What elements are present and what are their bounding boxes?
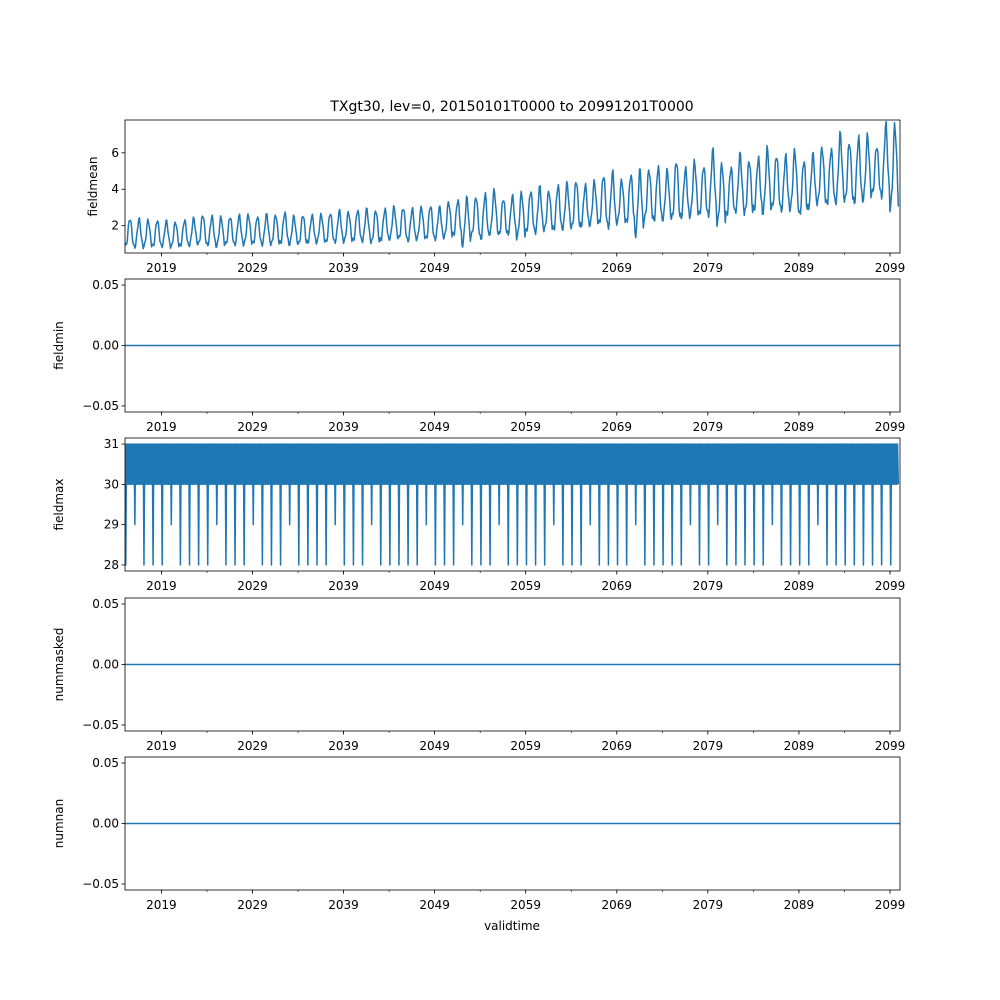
fieldmax-xtick-label: 2049 xyxy=(419,579,450,593)
nummasked-xtick-label: 2069 xyxy=(602,739,633,753)
nummasked-xtick-label: 2039 xyxy=(328,739,359,753)
subplot-fieldmax: 28 29 30 31 2019 2029 2039 2049 2059 2069 2079 2089… xyxy=(52,437,905,593)
nummasked-ylabel: nummasked xyxy=(52,628,66,702)
nummasked-xtick-label: 2089 xyxy=(784,739,815,753)
nummasked-xtick-label: 2059 xyxy=(510,739,541,753)
fieldmin-ytick-label: 0.00 xyxy=(92,339,119,353)
fieldmax-ytick-label: 29 xyxy=(104,518,119,532)
numnan-ytick-label: 0.00 xyxy=(92,817,119,831)
fieldmean-xtick-label: 2019 xyxy=(146,261,177,275)
fieldmin-xtick-label: 2089 xyxy=(784,420,815,434)
fieldmax-xtick-label: 2029 xyxy=(237,579,268,593)
numnan-xtick-label: 2079 xyxy=(693,898,724,912)
numnan-ytick-label: 0.05 xyxy=(92,756,119,770)
subplot-numnan: −0.05 0.00 0.05 2019 2029 2039 2049 2059 2069 207… xyxy=(52,756,905,912)
nummasked-ytick-label: 0.00 xyxy=(92,658,119,672)
fieldmin-ylabel: fieldmin xyxy=(52,321,66,370)
numnan-xtick-label: 2099 xyxy=(875,898,906,912)
figure-title: TXgt30, lev=0, 20150101T0000 to 20991201… xyxy=(329,99,693,115)
fieldmax-xtick-label: 2059 xyxy=(510,579,541,593)
fieldmean-xtick-label: 2079 xyxy=(693,261,724,275)
fieldmean-xtick-label: 2089 xyxy=(784,261,815,275)
fieldmin-xtick-label: 2029 xyxy=(237,420,268,434)
nummasked-xtick-label: 2099 xyxy=(875,739,906,753)
fieldmax-series-line xyxy=(125,443,900,566)
fieldmax-ytick-label: 28 xyxy=(104,558,119,572)
nummasked-xtick-label: 2019 xyxy=(146,739,177,753)
numnan-ytick-label: −0.05 xyxy=(82,877,119,891)
fieldmax-xtick-label: 2019 xyxy=(146,579,177,593)
fieldmin-xtick-label: 2039 xyxy=(328,420,359,434)
numnan-xtick-label: 2089 xyxy=(784,898,815,912)
fieldmin-xtick-label: 2079 xyxy=(693,420,724,434)
subplot-fieldmean: 2 4 6 2019 2029 2039 2049 2059 2069 2079 2089 2099 f… xyxy=(86,119,906,275)
fieldmax-xtick-label: 2079 xyxy=(693,579,724,593)
fieldmean-xtick-label: 2099 xyxy=(875,261,906,275)
numnan-xtick-label: 2019 xyxy=(146,898,177,912)
fieldmin-xtick-label: 2059 xyxy=(510,420,541,434)
numnan-xtick-label: 2029 xyxy=(237,898,268,912)
nummasked-xtick-label: 2079 xyxy=(693,739,724,753)
subplot-nummasked: −0.05 0.00 0.05 2019 2029 2039 2049 2059 2069 207… xyxy=(52,597,905,753)
numnan-xtick-label: 2039 xyxy=(328,898,359,912)
fieldmean-ytick-label: 2 xyxy=(111,219,119,233)
fieldmin-xtick-label: 2069 xyxy=(602,420,633,434)
subplots: 2 4 6 2019 2029 2039 2049 2059 2069 2079 2089 2099 f… xyxy=(52,119,906,912)
fieldmean-axes-frame xyxy=(124,119,901,254)
fieldmean-ylabel: fieldmean xyxy=(86,157,100,217)
fieldmax-ylabel: fieldmax xyxy=(52,478,66,530)
numnan-xtick-label: 2049 xyxy=(419,898,450,912)
numnan-xtick-label: 2059 xyxy=(510,898,541,912)
nummasked-xtick-label: 2029 xyxy=(237,739,268,753)
fieldmean-xtick-label: 2029 xyxy=(237,261,268,275)
fieldmin-xtick-label: 2049 xyxy=(419,420,450,434)
fieldmean-series-line xyxy=(125,120,900,250)
fieldmean-xtick-label: 2049 xyxy=(419,261,450,275)
nummasked-ytick-label: 0.05 xyxy=(92,597,119,611)
fieldmax-xtick-label: 2039 xyxy=(328,579,359,593)
fieldmean-ytick-label: 6 xyxy=(111,146,119,160)
fieldmax-xtick-label: 2089 xyxy=(784,579,815,593)
fieldmax-xtick-label: 2099 xyxy=(875,579,906,593)
x-axis-label: validtime xyxy=(484,919,540,933)
fieldmin-ytick-label: 0.05 xyxy=(92,278,119,292)
nummasked-ytick-label: −0.05 xyxy=(82,718,119,732)
nummasked-xtick-label: 2049 xyxy=(419,739,450,753)
fieldmean-xtick-label: 2069 xyxy=(602,261,633,275)
fieldmean-xtick-label: 2039 xyxy=(328,261,359,275)
numnan-ylabel: numnan xyxy=(52,799,66,848)
fieldmax-ytick-label: 30 xyxy=(104,477,119,491)
fieldmean-xtick-label: 2059 xyxy=(510,261,541,275)
numnan-xtick-label: 2069 xyxy=(602,898,633,912)
fieldmin-xtick-label: 2099 xyxy=(875,420,906,434)
fieldmax-ytick-label: 31 xyxy=(104,437,119,451)
subplot-fieldmin: −0.05 0.00 0.05 2019 2029 2039 2049 2059 2069 207… xyxy=(52,278,905,434)
fieldmin-ytick-label: −0.05 xyxy=(82,399,119,413)
fieldmean-ytick-label: 4 xyxy=(111,182,119,196)
fieldmin-xtick-label: 2019 xyxy=(146,420,177,434)
fieldmax-xtick-label: 2069 xyxy=(602,579,633,593)
fieldmax-axes-frame xyxy=(124,437,901,572)
